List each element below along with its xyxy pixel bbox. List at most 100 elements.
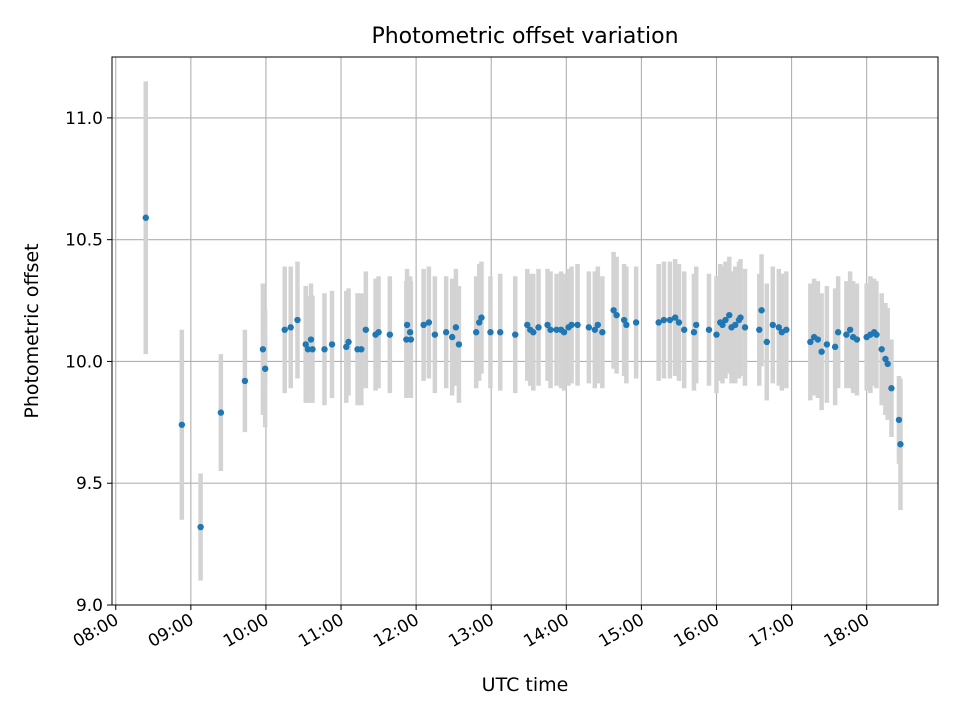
data-point	[732, 321, 739, 329]
data-point	[680, 326, 688, 333]
data-point	[304, 346, 312, 353]
data-point	[375, 329, 382, 336]
y-tick-label: 9.0	[76, 596, 103, 616]
data-point	[756, 326, 763, 333]
data-point	[690, 329, 698, 336]
data-point	[818, 348, 825, 355]
data-point	[823, 341, 831, 348]
data-point	[705, 326, 713, 333]
data-point	[386, 331, 394, 338]
data-point	[431, 331, 439, 338]
data-point	[888, 385, 895, 392]
data-point	[345, 338, 352, 346]
data-point	[719, 321, 726, 329]
data-point	[895, 416, 903, 424]
data-point	[671, 314, 679, 321]
data-point	[560, 329, 568, 336]
data-point	[599, 329, 606, 336]
data-point	[884, 360, 891, 368]
data-point	[362, 326, 370, 333]
data-point	[758, 307, 765, 314]
data-point	[775, 324, 783, 331]
data-point	[620, 316, 628, 324]
data-point	[302, 341, 309, 348]
data-point	[666, 316, 674, 324]
data-point	[613, 311, 620, 319]
data-point	[281, 326, 288, 333]
y-axis: 9.0 9.5 10.0 10.5 11.0	[65, 109, 112, 616]
data-point	[769, 321, 776, 329]
data-point	[547, 326, 554, 333]
data-point	[261, 365, 269, 372]
data-point	[524, 321, 531, 329]
data-point	[241, 377, 249, 385]
data-point	[403, 321, 411, 329]
data-point	[655, 319, 662, 326]
data-point	[807, 338, 814, 346]
data-point	[425, 319, 433, 326]
data-point	[878, 346, 885, 353]
data-point	[197, 523, 204, 531]
data-point	[217, 409, 225, 416]
data-point	[478, 314, 485, 321]
data-point	[544, 321, 551, 329]
data-point	[594, 321, 602, 329]
data-point	[307, 336, 315, 343]
data-point	[452, 324, 460, 331]
data-point	[741, 324, 749, 331]
data-point	[737, 314, 744, 321]
data-point	[406, 329, 414, 336]
data-point	[512, 331, 519, 338]
data-point	[294, 316, 301, 324]
y-tick-label: 10.5	[65, 231, 103, 251]
data-point	[897, 441, 904, 448]
data-point	[328, 341, 336, 348]
data-point	[675, 319, 683, 326]
data-point	[873, 331, 880, 338]
x-axis-label: UTC time	[482, 674, 569, 696]
data-point	[814, 336, 822, 343]
data-point	[553, 326, 560, 333]
data-point	[632, 319, 640, 326]
data-point	[763, 338, 770, 346]
data-point	[722, 316, 729, 324]
data-point	[831, 343, 839, 351]
data-point	[530, 329, 537, 336]
data-point	[660, 316, 668, 324]
data-point	[442, 329, 450, 336]
data-point	[448, 333, 456, 341]
data-point	[535, 324, 542, 331]
data-point	[497, 329, 504, 336]
data-point	[882, 355, 889, 363]
data-point	[321, 346, 328, 353]
data-point	[834, 329, 842, 336]
y-axis-label: Photometric offset	[21, 243, 43, 418]
data-point	[142, 214, 149, 221]
data-point	[610, 307, 617, 314]
data-point	[585, 324, 593, 331]
data-point	[403, 336, 410, 343]
data-point	[343, 343, 350, 351]
data-point	[259, 346, 267, 353]
data-point	[455, 341, 463, 348]
data-point	[713, 331, 720, 338]
y-tick-label: 10.0	[65, 352, 103, 372]
data-point	[287, 324, 294, 331]
y-tick-label: 11.0	[65, 109, 103, 129]
data-point	[591, 326, 599, 333]
data-point	[487, 329, 494, 336]
data-point	[472, 329, 480, 336]
plot-frame	[111, 56, 939, 606]
data-points	[142, 214, 904, 531]
data-point	[309, 346, 316, 353]
data-point	[853, 336, 861, 343]
chart-title: Photometric offset variation	[371, 24, 678, 49]
data-point	[358, 346, 365, 353]
data-point	[407, 336, 415, 343]
data-point	[178, 421, 186, 428]
data-point	[726, 311, 733, 319]
data-point	[475, 319, 483, 326]
data-point	[568, 321, 575, 329]
data-point	[574, 321, 581, 329]
